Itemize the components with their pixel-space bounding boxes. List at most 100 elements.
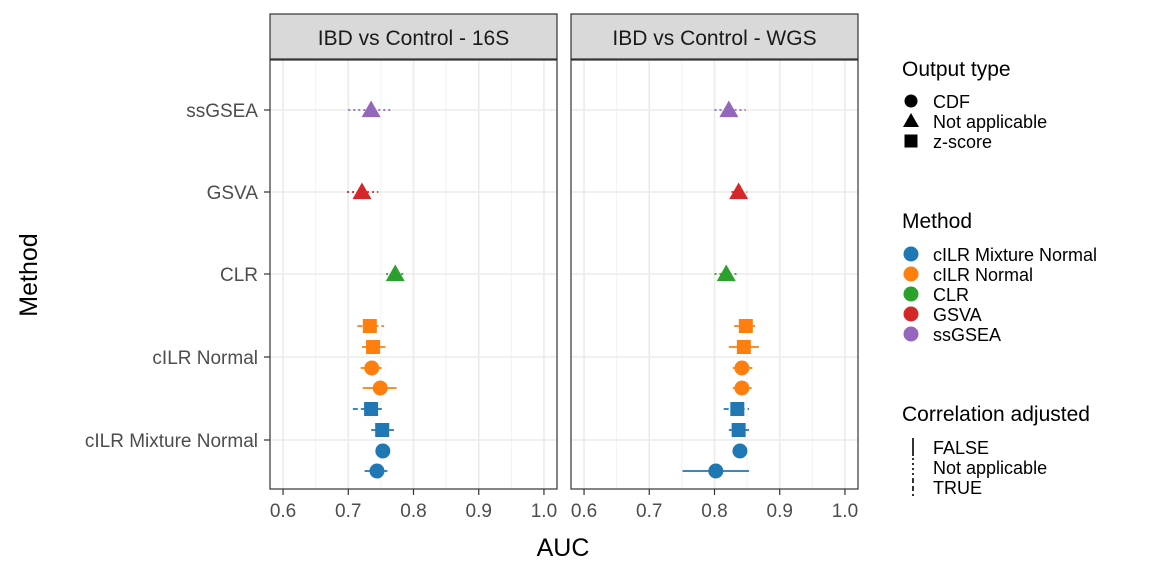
data-point xyxy=(714,100,746,118)
legend-label: FALSE xyxy=(933,438,989,458)
legend-entry: cILR Mixture Normal xyxy=(903,245,1097,265)
data-point xyxy=(714,264,740,282)
point-marker xyxy=(708,463,724,479)
legend-entry: cILR Normal xyxy=(903,265,1033,285)
point-marker xyxy=(364,402,379,416)
point-marker xyxy=(734,360,750,376)
legend-key xyxy=(904,94,918,108)
legend-label: Not applicable xyxy=(933,112,1047,132)
legend-title: Output type xyxy=(902,58,1011,81)
legend-label: TRUE xyxy=(933,478,982,498)
point-marker xyxy=(362,319,377,333)
x-tick-label: 0.8 xyxy=(400,501,426,522)
legend-key xyxy=(903,246,919,262)
y-tick-label: cILR Mixture Normal xyxy=(85,431,258,452)
point-marker xyxy=(732,443,748,459)
data-point xyxy=(682,463,750,479)
panel-strip xyxy=(269,13,558,60)
point-marker xyxy=(364,360,380,376)
data-point xyxy=(723,402,750,416)
legend-entry: CDF xyxy=(904,92,970,112)
x-tick-label: 0.6 xyxy=(571,501,597,522)
legend-entry: TRUE xyxy=(912,478,982,498)
y-tick-label: ssGSEA xyxy=(186,101,258,122)
point-marker xyxy=(375,423,390,437)
legend-entry: ssGSEA xyxy=(903,325,1001,345)
point-marker xyxy=(366,340,381,354)
panel-strip xyxy=(570,13,859,60)
y-axis: ssGSEA GSVA CLR cILR Normal cILR Mixture Nor… xyxy=(85,101,270,452)
data-point xyxy=(385,264,405,282)
legend-entry: Not applicable xyxy=(903,112,1047,132)
data-point xyxy=(732,443,748,459)
panel-2: IBD vs Control - WGS 0.6 0.7 0.8 0.9 1.0 xyxy=(570,13,859,522)
legend-title: Correlation adjusted xyxy=(902,403,1090,426)
point-marker xyxy=(719,100,739,118)
x-tick-label: 0.7 xyxy=(636,501,662,522)
panel-1: IBD vs Control - 16S 0.6 0.7 0.8 0.9 1.0 xyxy=(269,13,558,522)
data-point xyxy=(352,402,385,416)
x-tick-label: 1.0 xyxy=(832,501,858,522)
data-point xyxy=(362,380,397,396)
legend-key xyxy=(904,134,918,148)
legend-key xyxy=(903,286,919,302)
point-marker xyxy=(369,463,385,479)
point-marker xyxy=(731,423,746,437)
x-tick-label: 0.9 xyxy=(466,501,492,522)
x-tick-label: 0.7 xyxy=(335,501,361,522)
point-marker xyxy=(729,182,749,200)
x-tick-label: 1.0 xyxy=(531,501,557,522)
data-point xyxy=(346,182,379,200)
legend-label: GSVA xyxy=(933,305,982,325)
legend-key xyxy=(903,113,919,127)
legend-key xyxy=(903,266,919,282)
data-point xyxy=(728,423,750,437)
data-point xyxy=(728,340,759,354)
y-tick-label: cILR Normal xyxy=(152,348,258,369)
data-point xyxy=(375,443,391,459)
legend-label: z-score xyxy=(933,132,992,152)
data-point xyxy=(360,360,385,376)
y-axis-title: Method xyxy=(15,233,43,316)
data-point xyxy=(357,319,385,333)
data-point xyxy=(732,380,752,396)
point-marker xyxy=(738,319,753,333)
x-axis-title: AUC xyxy=(537,534,590,562)
data-point xyxy=(729,182,749,200)
point-marker xyxy=(736,340,751,354)
x-tick-label: 0.9 xyxy=(767,501,793,522)
legend-entry: Not applicable xyxy=(912,458,1047,478)
point-marker xyxy=(385,264,405,282)
legend-label: CLR xyxy=(933,285,969,305)
legend-label: Not applicable xyxy=(933,458,1047,478)
legend-key xyxy=(903,306,919,322)
legend-title: Method xyxy=(902,210,972,233)
data-point xyxy=(732,360,753,376)
legend-entry: FALSE xyxy=(912,438,989,458)
point-marker xyxy=(375,443,391,459)
legend-key xyxy=(903,326,919,342)
legend-label: cILR Mixture Normal xyxy=(933,245,1097,265)
x-tick-label: 0.6 xyxy=(270,501,296,522)
data-point xyxy=(371,423,394,437)
legend-label: CDF xyxy=(933,92,970,112)
data-point xyxy=(348,100,393,118)
legend-entry: z-score xyxy=(904,132,992,152)
panel-title: IBD vs Control - WGS xyxy=(612,27,816,50)
legend-label: ssGSEA xyxy=(933,325,1001,345)
point-marker xyxy=(730,402,745,416)
y-tick-label: GSVA xyxy=(207,183,259,204)
data-point xyxy=(734,319,758,333)
legend-entry: GSVA xyxy=(903,305,982,325)
point-marker xyxy=(734,380,750,396)
y-tick-label: CLR xyxy=(220,265,258,286)
data-point xyxy=(364,463,388,479)
legend-label: cILR Normal xyxy=(933,265,1033,285)
legend-entry: CLR xyxy=(903,285,969,305)
point-marker xyxy=(361,100,381,118)
